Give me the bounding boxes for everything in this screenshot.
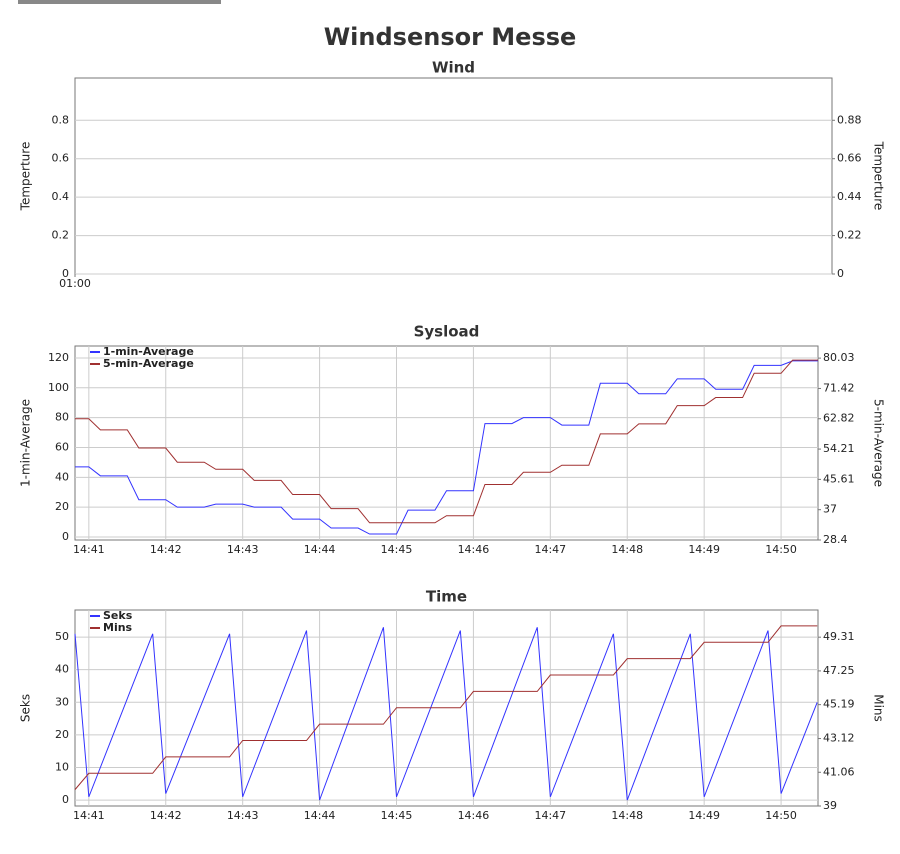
y-tick-label: 50	[55, 630, 69, 643]
chart-title: Time	[426, 588, 467, 606]
plot-area	[74, 345, 819, 541]
y2-tick-label: 0.22	[837, 229, 862, 242]
y-tick-label: 100	[48, 381, 69, 394]
y2-tick-label: 39	[823, 799, 837, 812]
y-tick-label: 120	[48, 351, 69, 364]
chart-title: Wind	[432, 59, 475, 77]
x-tick-label: 14:49	[688, 543, 720, 556]
y-tick-label: 0.8	[52, 113, 70, 126]
chart: Sysload 0 20 40 60 80 100 120 28.4 37 45.61 54.21 62…	[19, 323, 886, 557]
y-tick-label: 20	[55, 500, 69, 513]
y2-axis-label: 5-min-Average	[872, 399, 886, 487]
y2-tick-label: 37	[823, 503, 837, 516]
x-tick-label: 14:41	[73, 809, 105, 822]
legend-label: 5-min-Average	[103, 357, 194, 370]
y2-axis-label: Mins	[872, 694, 886, 722]
y-tick-label: 40	[55, 470, 69, 483]
x-tick-label: 14:44	[304, 543, 336, 556]
plot-area	[74, 77, 833, 275]
x-tick-label: 14:48	[611, 543, 643, 556]
y-axis-label: 1-min-Average	[19, 399, 33, 487]
x-tick-label: 14:46	[458, 543, 490, 556]
y2-tick-label: 41.06	[823, 765, 855, 778]
y-tick-label: 0.6	[52, 152, 70, 165]
y2-tick-label: 45.19	[823, 698, 855, 711]
y2-tick-label: 43.12	[823, 732, 855, 745]
y2-tick-label: 45.61	[823, 472, 855, 485]
x-tick-label: 14:49	[688, 809, 720, 822]
legend-label: Seks	[103, 609, 133, 622]
y-tick-label: 30	[55, 695, 69, 708]
x-tick-label: 14:50	[765, 809, 797, 822]
x-tick-label: 14:43	[227, 543, 259, 556]
chart: Time 0 10 20 30 40 50 39 41.06 43.12 45.19 47.25 49.…	[19, 588, 886, 823]
y-axis-label: Temperture	[19, 142, 33, 212]
x-tick-label: 14:50	[765, 543, 797, 556]
y2-tick-label: 54.21	[823, 442, 855, 455]
y-tick-label: 0.4	[52, 190, 70, 203]
y-tick-label: 0	[62, 793, 69, 806]
x-tick-label: 14:47	[534, 543, 566, 556]
series-line	[74, 625, 818, 790]
series-line	[74, 627, 818, 801]
y2-tick-label: 71.42	[823, 381, 855, 394]
y2-axis-label: Temperture	[872, 141, 886, 211]
y-tick-label: 60	[55, 440, 69, 453]
y-tick-label: 20	[55, 728, 69, 741]
x-tick-label: 14:47	[534, 809, 566, 822]
x-tick-label: 14:43	[227, 809, 259, 822]
y-tick-label: 0.2	[52, 229, 70, 242]
x-tick-label: 14:42	[150, 543, 182, 556]
y2-tick-label: 0.66	[837, 152, 862, 165]
x-tick-label: 14:42	[150, 809, 182, 822]
y2-tick-label: 47.25	[823, 664, 855, 677]
y2-tick-label: 0.88	[837, 113, 862, 126]
y2-tick-label: 0.44	[837, 190, 862, 203]
chart-title: Sysload	[414, 323, 480, 341]
y-tick-label: 0	[62, 530, 69, 543]
chart: Wind 0 0.2 0.4 0.6 0.8 0 0.22 0.44 0.66 0.88 01:00 T…	[19, 59, 886, 291]
x-tick-label: 14:44	[304, 809, 336, 822]
y2-tick-label: 49.31	[823, 630, 855, 643]
x-tick-label: 01:00	[59, 277, 91, 290]
y-tick-label: 80	[55, 411, 69, 424]
y-tick-label: 0	[62, 267, 69, 280]
top-bar	[18, 0, 221, 4]
y2-tick-label: 62.82	[823, 412, 855, 425]
series-line	[75, 359, 818, 524]
y-tick-label: 40	[55, 663, 69, 676]
legend-label: 1-min-Average	[103, 345, 194, 358]
x-tick-label: 14:45	[381, 809, 413, 822]
x-tick-label: 14:45	[381, 543, 413, 556]
y-tick-label: 10	[55, 761, 69, 774]
series-line	[75, 360, 818, 535]
x-tick-label: 14:48	[611, 809, 643, 822]
y2-tick-label: 80.03	[823, 351, 855, 364]
x-tick-label: 14:46	[458, 809, 490, 822]
legend-label: Mins	[103, 621, 133, 634]
y2-tick-label: 28.4	[823, 533, 848, 546]
y2-tick-label: 0	[837, 267, 844, 280]
y-axis-label: Seks	[19, 694, 33, 722]
x-tick-label: 14:41	[73, 543, 105, 556]
page-title: Windsensor Messe	[324, 23, 577, 51]
